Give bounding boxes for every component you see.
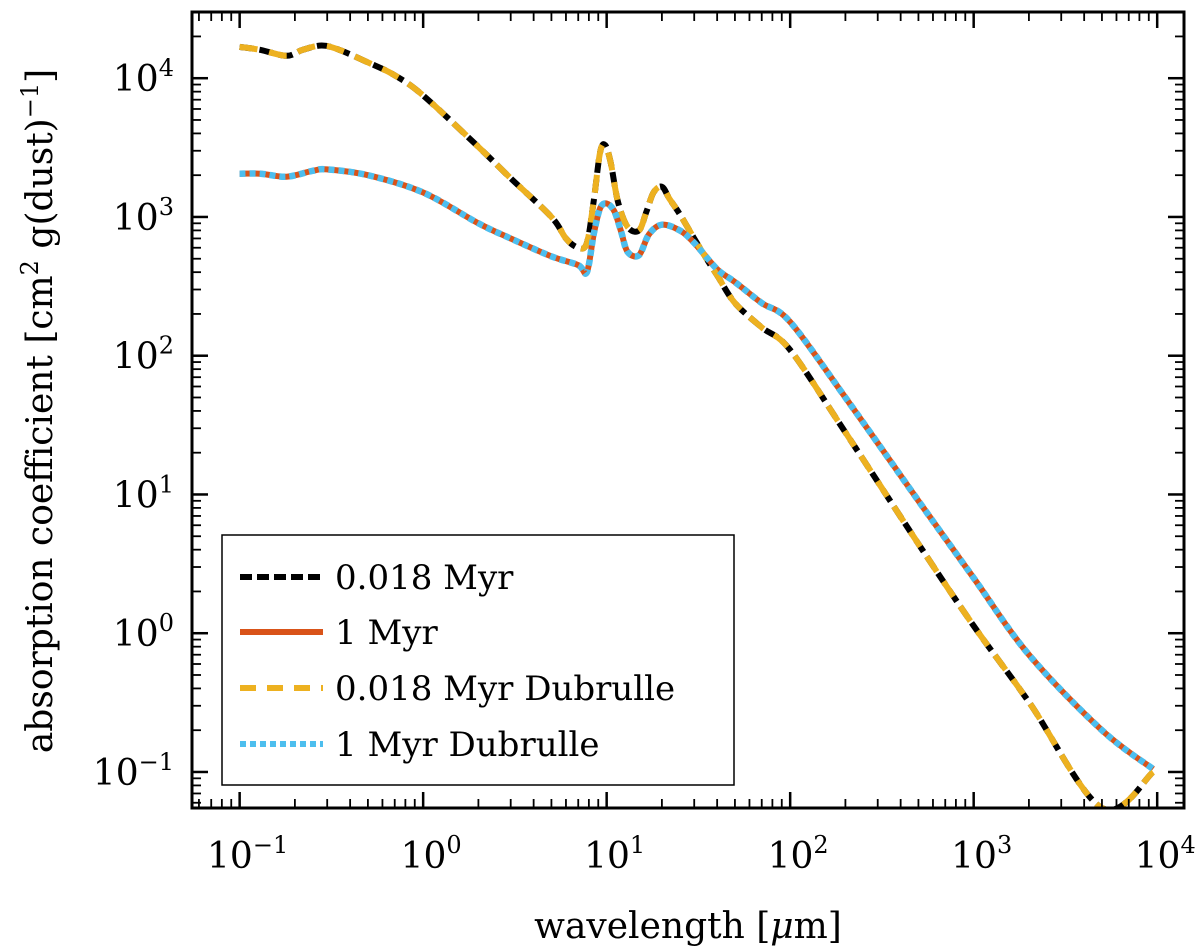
legend-label-1-myr: 1 Myr xyxy=(335,613,438,653)
x-tick-label-base: 10 xyxy=(1135,836,1181,877)
y-tick-label: 101 xyxy=(113,470,174,516)
x-tick-label: 103 xyxy=(951,831,1012,877)
x-tick-label-exp: 0 xyxy=(446,831,461,859)
x-tick-label: 102 xyxy=(768,831,829,877)
x-tick-label-exp: 3 xyxy=(997,831,1012,859)
x-axis-title-suffix: m] xyxy=(794,906,842,947)
y-tick-label: 104 xyxy=(113,54,174,100)
y-axis-title-suffix: ] xyxy=(20,69,61,83)
legend-label-1-myr-dubrulle: 1 Myr Dubrulle xyxy=(335,725,599,765)
x-tick-label-exp: 1 xyxy=(630,831,645,859)
y-axis-title-mid: g(dust) xyxy=(20,118,61,260)
y-tick-label-exp: 4 xyxy=(159,54,174,82)
legend-label-0018-myr-dubrulle: 0.018 Myr Dubrulle xyxy=(335,669,675,709)
y-tick-label-base: 10 xyxy=(113,59,159,100)
y-tick-label-exp: −1 xyxy=(139,748,174,776)
x-axis-title-prefix: wavelength [ xyxy=(534,906,770,947)
y-tick-label: 103 xyxy=(113,193,174,239)
series-line-2 xyxy=(239,42,1156,808)
series-layer xyxy=(239,42,1156,808)
y-tick-label-exp: 0 xyxy=(159,609,174,637)
y-tick-label-base: 10 xyxy=(93,753,139,794)
legend-label-0018-myr: 0.018 Myr xyxy=(335,558,514,598)
y-axis-title-prefix: absorption coefficient [cm xyxy=(20,275,61,753)
x-axis-title-mu: μ xyxy=(770,906,793,947)
x-tick-label-base: 10 xyxy=(584,836,630,877)
y-tick-label-exp: 2 xyxy=(159,332,174,360)
series-line-3 xyxy=(239,165,1156,772)
x-axis-title: wavelength [μm] xyxy=(534,906,842,947)
x-tick-label-base: 10 xyxy=(207,836,253,877)
x-tick-label-exp: 2 xyxy=(813,831,828,859)
legend: 0.018 Myr 1 Myr 0.018 Myr Dubrulle 1 Myr… xyxy=(221,534,735,786)
y-tick-label: 10−1 xyxy=(93,748,174,794)
y-tick-label-base: 10 xyxy=(113,614,159,655)
y-tick-label: 102 xyxy=(113,332,174,378)
x-tick-label-exp: −1 xyxy=(253,831,288,859)
x-tick-label-base: 10 xyxy=(768,836,814,877)
x-tick-label-exp: 4 xyxy=(1180,831,1195,859)
legend-box xyxy=(221,534,735,786)
y-tick-label-exp: 3 xyxy=(159,193,174,221)
x-tick-label: 100 xyxy=(401,831,462,877)
y-tick-label-base: 10 xyxy=(113,337,159,378)
x-tick-label-base: 10 xyxy=(951,836,997,877)
y-axis-title: absorption coefficient [cm2 g(dust)−1] xyxy=(16,69,61,753)
x-tick-label: 101 xyxy=(584,831,645,877)
y-tick-label-base: 10 xyxy=(113,475,159,516)
y-tick-label-exp: 1 xyxy=(159,470,174,498)
plot-frame xyxy=(190,10,1186,810)
y-axis-title-sup1: 2 xyxy=(16,260,44,275)
y-tick-label-base: 10 xyxy=(113,198,159,239)
y-tick-label: 100 xyxy=(113,609,174,655)
y-axis-title-sup2: −1 xyxy=(16,83,44,118)
x-tick-label: 10−1 xyxy=(207,831,288,877)
x-tick-label: 104 xyxy=(1135,831,1196,877)
x-tick-label-base: 10 xyxy=(401,836,447,877)
